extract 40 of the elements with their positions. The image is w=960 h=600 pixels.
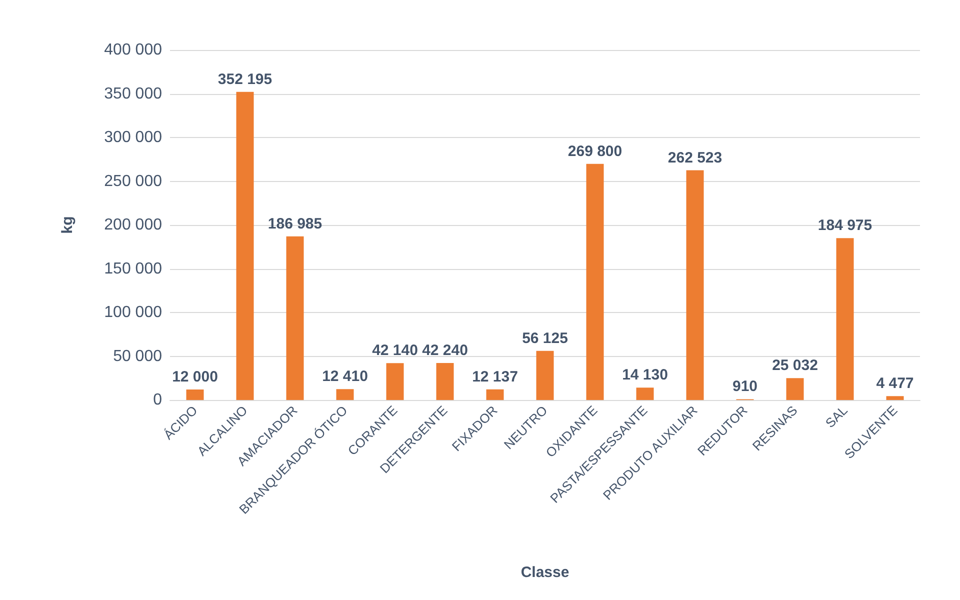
y-tick-label: 400 000 — [104, 42, 162, 58]
data-label: 56 125 — [522, 330, 568, 347]
bar — [586, 164, 604, 400]
bar — [186, 390, 204, 400]
y-tick-label: 300 000 — [104, 129, 162, 146]
data-label: 12 410 — [322, 368, 368, 386]
bar — [486, 389, 504, 400]
x-axis-title: Classe — [520, 564, 570, 581]
data-label: 184 975 — [818, 217, 872, 234]
bar — [686, 170, 704, 400]
y-tick-label: 100 000 — [104, 304, 162, 321]
data-label: 42 240 — [422, 342, 468, 360]
y-axis-title: kg — [59, 216, 76, 234]
data-label: 269 800 — [568, 142, 622, 160]
y-tick-label: 50 000 — [113, 348, 162, 365]
bar — [636, 388, 654, 400]
bar — [536, 350, 554, 400]
y-tick-label: 350 000 — [104, 85, 162, 102]
data-label: 352 195 — [218, 70, 272, 88]
data-label: 262 523 — [668, 149, 722, 166]
bar — [286, 236, 304, 400]
bar — [786, 378, 804, 400]
bar — [336, 389, 354, 400]
y-tick-label: 0 — [153, 392, 162, 408]
data-label: 186 985 — [268, 215, 322, 232]
data-label: 4 477 — [876, 375, 914, 392]
y-tick-label: 150 000 — [104, 260, 162, 278]
data-label: 14 130 — [622, 366, 668, 384]
data-label: 910 — [732, 378, 758, 396]
data-label: 42 140 — [372, 342, 418, 360]
data-label: 25 032 — [772, 357, 818, 374]
y-tick-label: 200 000 — [104, 216, 162, 234]
data-label: 12 000 — [172, 368, 218, 386]
bar — [386, 363, 404, 400]
bar — [436, 363, 454, 400]
bar — [236, 92, 254, 400]
data-label: 12 137 — [472, 368, 518, 386]
bar — [886, 396, 904, 400]
y-tick-label: 250 000 — [104, 172, 162, 190]
bar — [836, 238, 854, 400]
